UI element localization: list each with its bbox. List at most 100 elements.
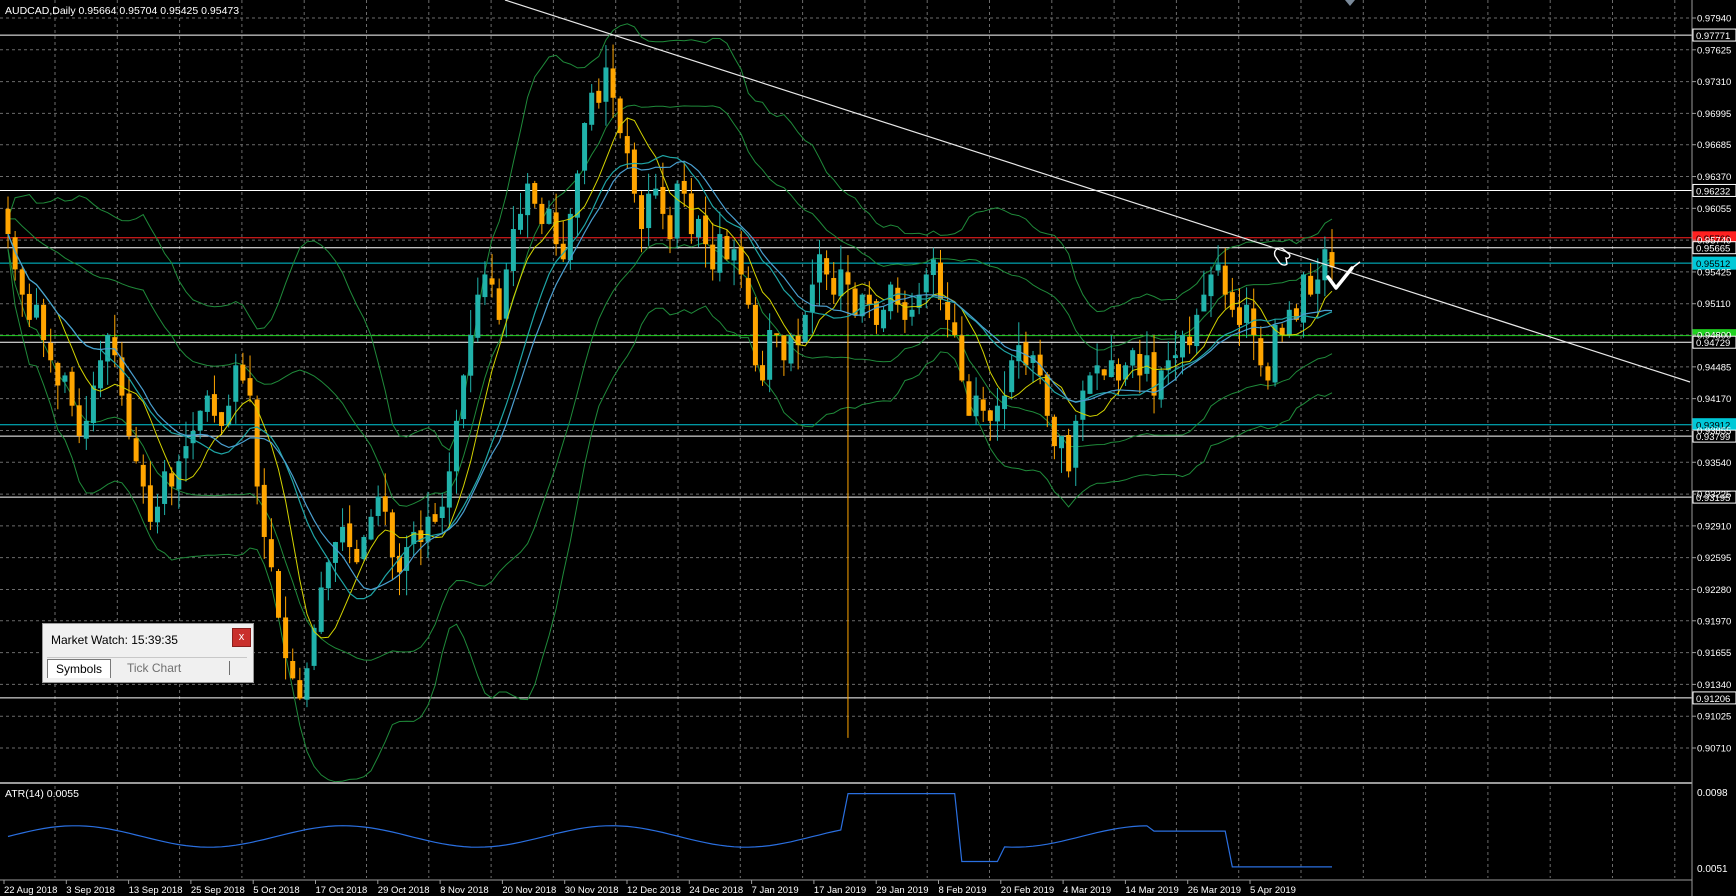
candle-body bbox=[1201, 294, 1207, 312]
candle-body bbox=[55, 362, 61, 386]
candle-body bbox=[1044, 374, 1050, 416]
price-tick-label: 0.95110 bbox=[1697, 299, 1731, 310]
candle-body bbox=[1094, 365, 1100, 374]
candle-body bbox=[183, 446, 189, 459]
candle-body bbox=[389, 512, 395, 558]
price-tick-label: 0.96995 bbox=[1697, 109, 1731, 120]
candle-body bbox=[439, 506, 445, 519]
candle-body bbox=[688, 193, 694, 235]
candle-body bbox=[468, 335, 474, 376]
candle-body bbox=[261, 484, 267, 537]
time-tick-label: 7 Jan 2019 bbox=[752, 885, 799, 896]
candle-body bbox=[1123, 365, 1129, 380]
candle-body bbox=[1222, 265, 1228, 295]
time-tick-label: 3 Sep 2018 bbox=[66, 885, 115, 896]
tab-separator bbox=[229, 661, 230, 675]
candle-body bbox=[795, 335, 801, 346]
candle-body bbox=[1251, 308, 1257, 336]
indicator-label: ATR(14) 0.0055 bbox=[5, 788, 79, 800]
candle-body bbox=[112, 337, 118, 356]
candle-body bbox=[140, 464, 146, 487]
candle-body bbox=[1329, 252, 1335, 268]
candle-body bbox=[496, 288, 502, 320]
chart-shift-icon[interactable] bbox=[1345, 0, 1355, 6]
candle-body bbox=[852, 288, 858, 315]
time-tick-label: 29 Jan 2019 bbox=[876, 885, 928, 896]
candle-body bbox=[98, 360, 104, 389]
candle-body bbox=[653, 188, 659, 196]
market-watch-title: Market Watch: 15:39:35 bbox=[51, 633, 178, 647]
level-label: 0.96232 bbox=[1696, 186, 1730, 197]
candle-body bbox=[1023, 342, 1029, 366]
candle-body bbox=[347, 523, 353, 548]
candle-body bbox=[1101, 369, 1107, 376]
market-watch-window[interactable]: Market Watch: 15:39:35 x Symbols Tick Ch… bbox=[42, 623, 254, 683]
candle-body bbox=[724, 236, 730, 260]
candle-body bbox=[147, 485, 153, 522]
candle-body bbox=[41, 304, 47, 341]
atr-indicator bbox=[7, 793, 1332, 868]
candle-body bbox=[1187, 336, 1193, 346]
candle-body bbox=[574, 173, 580, 218]
level-label: 0.91206 bbox=[1696, 694, 1730, 705]
candle-body bbox=[126, 393, 132, 437]
candle-body bbox=[738, 246, 744, 275]
candle-body bbox=[297, 680, 303, 699]
candle-body bbox=[83, 420, 89, 439]
candle-body bbox=[1194, 314, 1200, 347]
candle-body bbox=[1137, 353, 1143, 376]
price-tick-label: 0.94170 bbox=[1697, 394, 1731, 405]
level-label: 0.93195 bbox=[1696, 493, 1730, 504]
close-icon[interactable]: x bbox=[232, 628, 251, 647]
level-label-box bbox=[1692, 335, 1736, 349]
candle-body bbox=[26, 293, 32, 320]
candle-body bbox=[994, 405, 1000, 422]
candle-body bbox=[240, 364, 246, 381]
indicator-scale-bottom: 0.0051 bbox=[1697, 864, 1728, 875]
candle-body bbox=[226, 405, 232, 426]
level-label: 0.95665 bbox=[1696, 244, 1730, 255]
price-tick-label: 0.93855 bbox=[1697, 426, 1731, 437]
candle-body bbox=[397, 555, 403, 573]
candle-body bbox=[1272, 324, 1278, 383]
candle-body bbox=[916, 294, 922, 308]
level-label-box bbox=[1692, 256, 1736, 270]
ma-slow-line bbox=[7, 160, 1333, 591]
trendline[interactable] bbox=[504, 0, 1691, 383]
candle-body bbox=[204, 395, 210, 412]
level-label: 0.95763 bbox=[1696, 234, 1730, 245]
candle-body bbox=[752, 304, 758, 366]
price-tick-label: 0.92910 bbox=[1697, 521, 1731, 532]
hand-pointer-icon bbox=[1273, 247, 1291, 266]
level-label-box bbox=[1692, 183, 1736, 197]
candle-body bbox=[1180, 335, 1186, 358]
candle-body bbox=[781, 335, 787, 361]
price-tick-label: 0.91025 bbox=[1697, 712, 1731, 723]
candle-body bbox=[311, 627, 317, 666]
candle-body bbox=[169, 473, 175, 487]
candle-body bbox=[354, 548, 360, 563]
candle-body bbox=[432, 514, 438, 522]
bollinger-upper-line bbox=[7, 23, 1333, 451]
candle-body bbox=[290, 661, 296, 679]
candle-body bbox=[1144, 355, 1150, 374]
price-tick-label: 0.94485 bbox=[1697, 362, 1731, 373]
time-tick-label: 22 Aug 2018 bbox=[4, 885, 57, 896]
price-tick-label: 0.96370 bbox=[1697, 172, 1731, 183]
price-axis: 0.97940 0.97625 0.97310 0.96995 0.96685 0.963… bbox=[1692, 14, 1731, 755]
candle-body bbox=[567, 213, 573, 261]
candle-body bbox=[268, 539, 274, 568]
candle-body bbox=[525, 183, 531, 216]
level-label: 0.93912 bbox=[1696, 421, 1730, 432]
candle-body bbox=[838, 269, 844, 297]
time-tick-label: 29 Oct 2018 bbox=[378, 885, 430, 896]
tab-tick-chart[interactable]: Tick Chart bbox=[127, 661, 182, 675]
candle-body bbox=[76, 405, 82, 437]
candle-body bbox=[660, 186, 666, 214]
candle-body bbox=[69, 371, 75, 406]
candle-body bbox=[1051, 416, 1057, 447]
candle-body bbox=[845, 272, 851, 285]
tab-symbols[interactable]: Symbols bbox=[47, 659, 112, 678]
